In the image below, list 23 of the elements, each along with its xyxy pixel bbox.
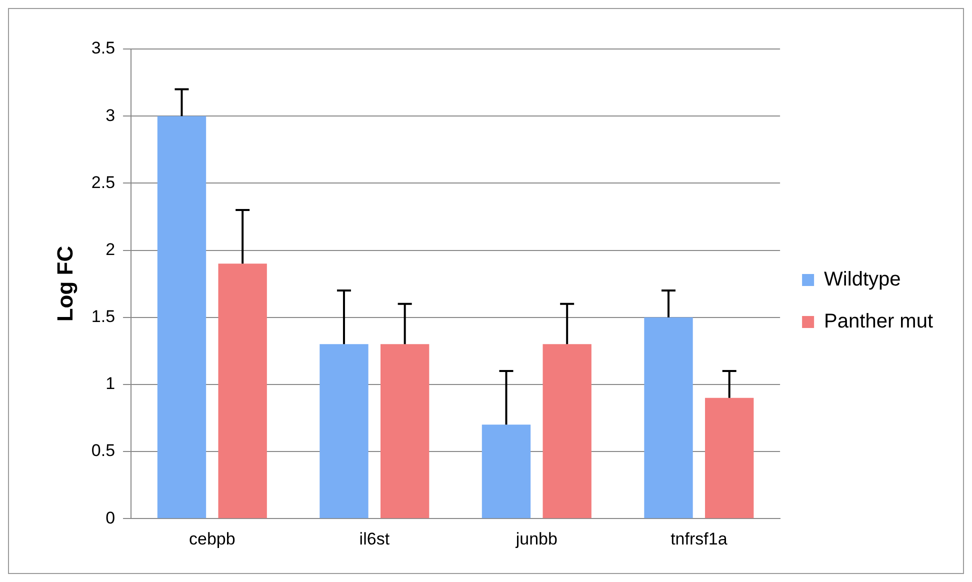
y-tick-label: 2 [106,240,116,259]
bar [218,264,267,518]
bar [542,344,592,518]
bar [320,344,368,518]
bar [644,317,693,518]
y-tick-label: 2.5 [91,172,116,192]
y-tick-label: 3.5 [91,38,116,58]
y-tick-label: 1 [106,374,116,394]
y-axis-title: Log FC [52,246,78,322]
y-tick-label: 0 [106,508,116,528]
x-tick-label: il6st [359,529,390,548]
bar [705,398,754,518]
bar [380,344,430,518]
y-tick-label: 0.5 [91,441,116,460]
x-tick-label: cebpb [188,529,236,548]
bar [157,116,206,518]
x-tick-label: tnfrsf1a [670,529,728,548]
x-tick-label: junbb [514,529,558,548]
y-tick-label: 1.5 [91,307,116,326]
legend-label: Panther mut [824,310,934,333]
y-tick-label: 3 [106,106,116,125]
bar [482,424,531,518]
legend-label: Wildtype [824,268,901,291]
